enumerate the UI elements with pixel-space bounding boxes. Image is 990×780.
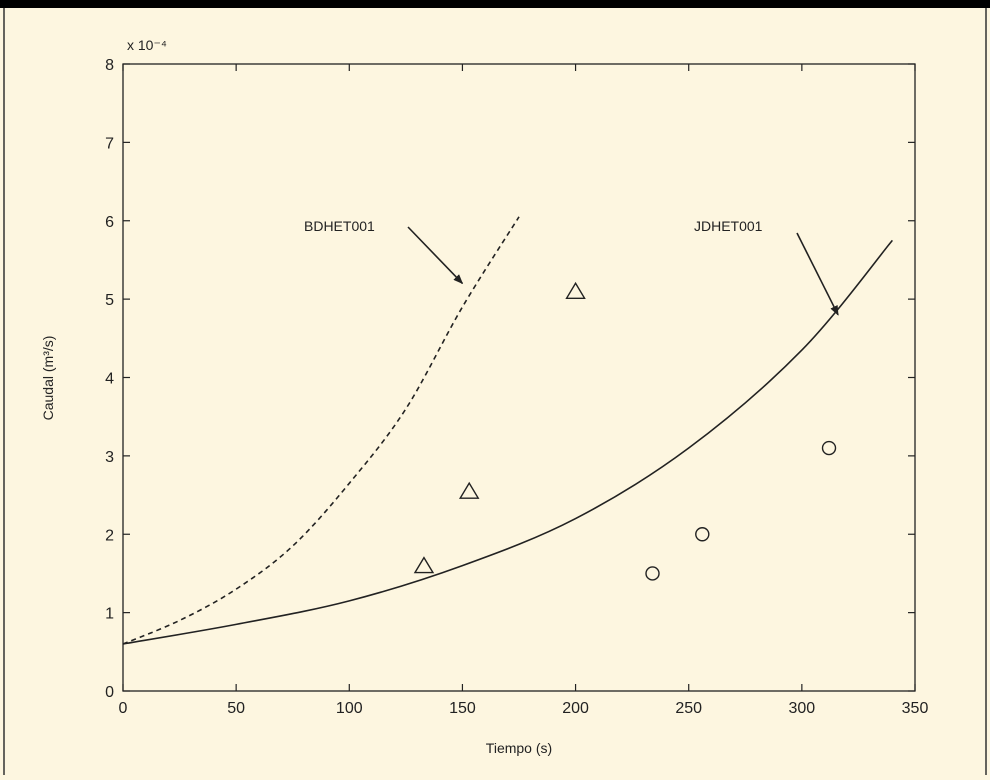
y-tick-label: 1: [105, 606, 114, 623]
triangle-marker: [458, 481, 480, 499]
solid-line-series: [122, 239, 893, 645]
dashed-line-series: [122, 216, 520, 645]
y-tick-label: 7: [105, 135, 114, 152]
series-layer: [122, 216, 893, 645]
x-axis-label: Tiempo (s): [486, 740, 552, 756]
annotation-layer: BDHET001 JDHET001: [304, 218, 839, 316]
circle-marker: [695, 527, 710, 542]
y-tick-label: 6: [105, 214, 114, 231]
x-tick-label: 0: [119, 700, 128, 717]
top-bar: [0, 0, 990, 8]
x-tick-label: 150: [449, 700, 476, 717]
triangle-marker: [565, 281, 586, 299]
y-multiplier-label: x 10⁻⁴: [127, 37, 167, 53]
y-tick-label: 5: [105, 292, 114, 309]
axis-ticks: [122, 63, 916, 692]
circle-marker: [645, 566, 660, 581]
y-tick-label: 4: [105, 371, 114, 388]
axis-tick-labels: 0 50 100 150 200 250 300 350 0 1 2 3 4 5 6 7 8: [105, 57, 928, 717]
annotation-label: JDHET001: [694, 218, 763, 234]
annotation-arrow: [407, 226, 464, 285]
y-tick-label: 8: [105, 57, 114, 74]
y-axis-label: Caudal (m³/s): [40, 336, 56, 421]
y-tick-label: 2: [105, 527, 114, 544]
x-tick-label: 250: [675, 700, 702, 717]
annotation-label: BDHET001: [304, 218, 375, 234]
y-tick-label: 3: [105, 449, 114, 466]
y-tick-label: 0: [105, 684, 114, 701]
annotation-arrow: [796, 232, 839, 316]
x-tick-label: 100: [336, 700, 363, 717]
x-tick-label: 300: [789, 700, 816, 717]
x-tick-label: 350: [902, 700, 929, 717]
x-tick-label: 200: [562, 700, 589, 717]
plot-area: [122, 63, 916, 692]
x-tick-label: 50: [227, 700, 245, 717]
triangle-marker: [413, 556, 435, 574]
circle-marker: [821, 440, 837, 456]
